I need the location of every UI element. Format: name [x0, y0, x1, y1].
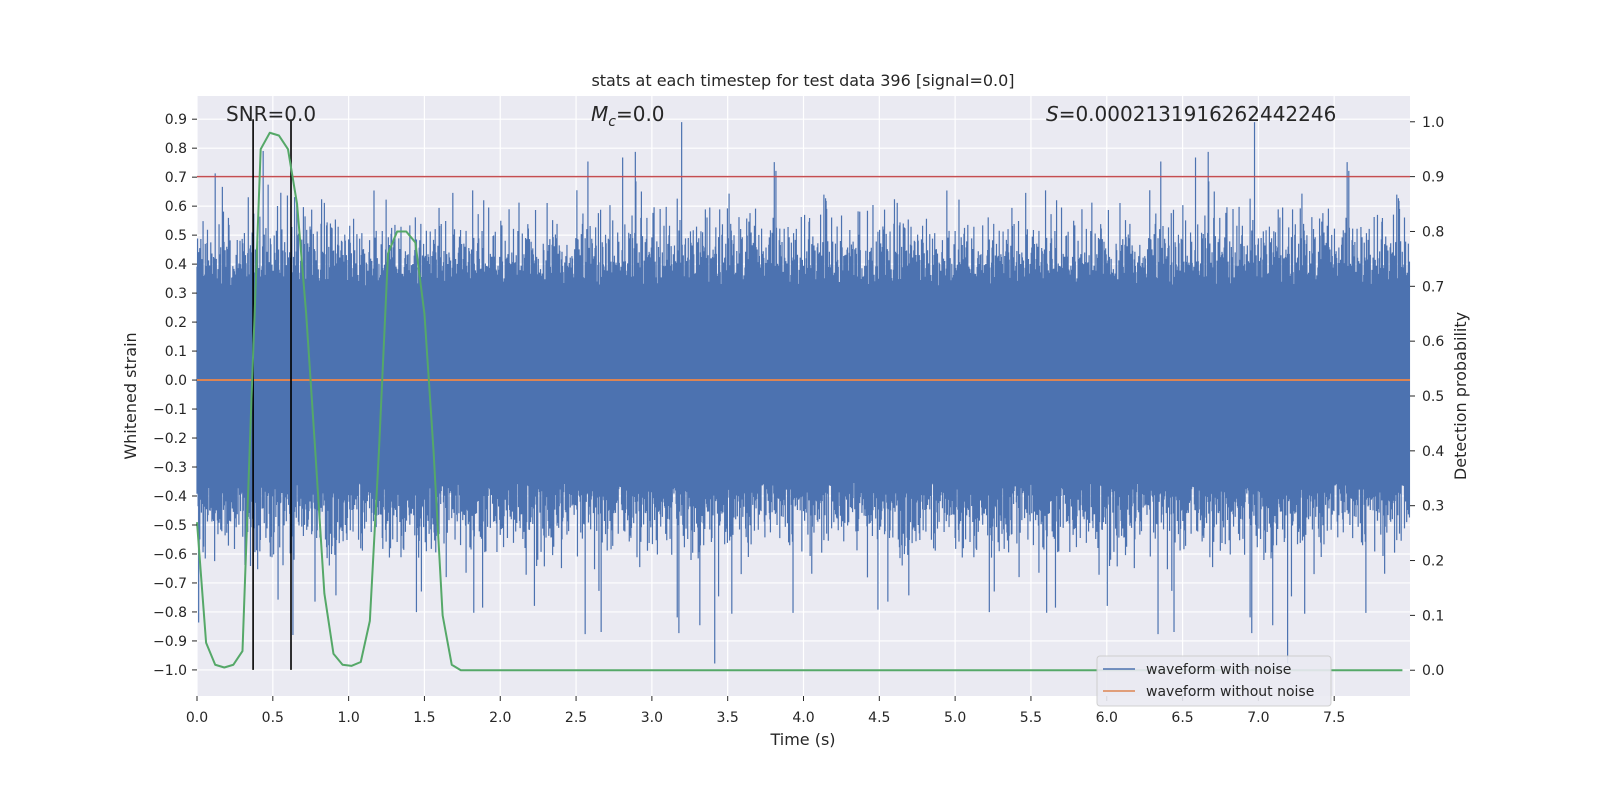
chart-title: stats at each timestep for test data 396… [591, 71, 1014, 90]
legend: waveform with noise waveform without noi… [1096, 655, 1332, 707]
x-tick-label: 1.0 [337, 710, 359, 726]
y2-tick-label: 0.5 [1422, 389, 1444, 405]
mc-value: =0.0 [616, 102, 665, 126]
mc-symbol: M [591, 102, 608, 126]
series-lines [196, 119, 1410, 672]
y2-tick-label: 0.4 [1422, 444, 1444, 460]
mc-annotation: Mc=0.0 [591, 102, 665, 130]
legend-entry-noise: waveform with noise [1146, 662, 1291, 678]
y2-axis-label: Detection probability [1451, 312, 1470, 480]
y-tick-label: 0.3 [165, 286, 187, 302]
x-tick-label: 7.0 [1247, 710, 1269, 726]
y-tick-label: −0.4 [153, 489, 187, 505]
y2-tick-label: 0.2 [1422, 554, 1444, 570]
x-tick-label: 0.5 [262, 710, 284, 726]
x-tick-label: 3.5 [717, 710, 739, 726]
mc-subscript: c [608, 114, 616, 130]
x-tick-label: 7.5 [1323, 710, 1345, 726]
legend-box [1096, 655, 1332, 707]
y-tick-label: 0.0 [165, 373, 187, 389]
y-tick-label: 0.2 [165, 315, 187, 331]
x-tick-label: 5.0 [944, 710, 966, 726]
y-tick-label: 0.5 [165, 228, 187, 244]
y-tick-label: 0.4 [165, 257, 187, 273]
y2-tick-label: 1.0 [1422, 115, 1444, 131]
y-tick-label: 0.6 [165, 199, 187, 215]
x-tick-label: 5.5 [1020, 710, 1042, 726]
y-tick-label: −0.5 [153, 518, 187, 534]
y2-tick-label: 0.1 [1422, 608, 1444, 624]
y-tick-label: 0.1 [165, 344, 187, 360]
y2-tick-label: 0.7 [1422, 279, 1444, 295]
x-tick-label: 4.0 [792, 710, 814, 726]
y-tick-label: 0.8 [165, 141, 187, 157]
s-value: =0.0002131916262442246 [1059, 102, 1337, 126]
detection-probability-line [196, 131, 1403, 672]
y2-tick-label: 0.9 [1422, 170, 1444, 186]
y-tick-label: −0.9 [153, 634, 187, 650]
x-tick-label: 6.0 [1096, 710, 1118, 726]
y-tick-label: −0.1 [153, 402, 187, 418]
y-tick-label: −1.0 [153, 663, 187, 679]
x-tick-label: 6.5 [1171, 710, 1193, 726]
y2-tick-label: 0.0 [1422, 663, 1444, 679]
legend-entry-clean: waveform without noise [1146, 684, 1314, 700]
y-tick-label: −0.2 [153, 431, 187, 447]
x-axis-label: Time (s) [769, 730, 835, 749]
y2-tick-label: 0.3 [1422, 499, 1444, 515]
s-annotation: S=0.0002131916262442246 [1046, 102, 1336, 126]
y-tick-label: 0.7 [165, 170, 187, 186]
y-tick-label: −0.7 [153, 576, 187, 592]
x-tick-label: 0.0 [186, 710, 208, 726]
y-tick-label: 0.9 [165, 112, 187, 128]
y-tick-label: −0.3 [153, 460, 187, 476]
y-axis-label: Whitened strain [121, 332, 140, 459]
y2-tick-label: 0.8 [1422, 224, 1444, 240]
x-tick-label: 2.0 [489, 710, 511, 726]
axes: 0.0 0.5 1.0 1.5 2.0 2.5 3.0 3.5 4.0 4.5 5.0 5.5 6.0 6… [153, 112, 1444, 726]
y2-tick-label: 0.6 [1422, 334, 1444, 350]
y-tick-label: −0.8 [153, 605, 187, 621]
x-tick-label: 4.5 [868, 710, 890, 726]
s-symbol: S [1046, 102, 1059, 126]
x-tick-label: 3.0 [641, 710, 663, 726]
x-tick-label: 2.5 [565, 710, 587, 726]
y-tick-label: −0.6 [153, 547, 187, 563]
snr-annotation: SNR=0.0 [226, 102, 316, 126]
x-tick-label: 1.5 [413, 710, 435, 726]
